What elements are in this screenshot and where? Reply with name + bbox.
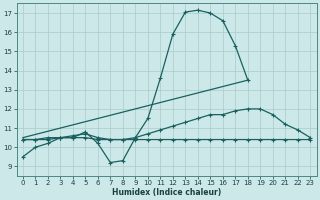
X-axis label: Humidex (Indice chaleur): Humidex (Indice chaleur) [112, 188, 221, 197]
